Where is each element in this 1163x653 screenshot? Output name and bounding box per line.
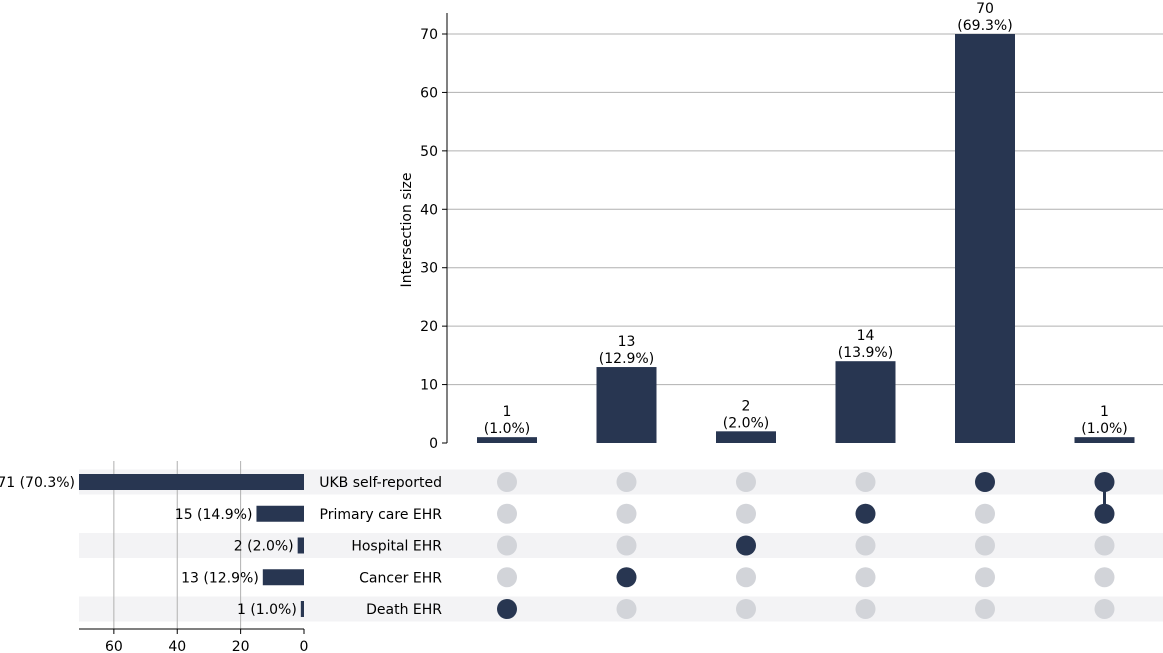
- matrix-dot-inactive: [736, 599, 756, 619]
- bar-percent-label: (69.3%): [957, 18, 1012, 34]
- bar-percent-label: (1.0%): [1081, 421, 1128, 437]
- y-tick-label: 60: [420, 85, 438, 101]
- bar-count-label: 1: [1100, 404, 1109, 420]
- bar-count-label: 2: [742, 398, 751, 414]
- y-tick-label: 50: [420, 144, 438, 160]
- set-size-label: 1 (1.0%): [237, 602, 297, 618]
- intersection-bars: [477, 34, 1135, 443]
- matrix-dot-inactive: [616, 472, 637, 492]
- y-axis: 0 10 20 30 40 50 60 70: [420, 13, 448, 452]
- matrix-dot-active: [497, 599, 517, 619]
- matrix-dot-inactive: [1094, 599, 1115, 619]
- matrix-dot-inactive: [616, 535, 637, 556]
- matrix-dot-inactive: [975, 567, 995, 588]
- set-name-label: Hospital EHR: [351, 539, 442, 555]
- matrix-dot-inactive: [616, 503, 637, 524]
- matrix-dot-active: [1094, 472, 1115, 492]
- matrix-dot-active: [736, 535, 756, 556]
- matrix-dot-inactive: [616, 599, 637, 619]
- set-size-label: 2 (2.0%): [234, 539, 294, 555]
- set-size-bar: [297, 537, 304, 554]
- intersection-bar: [955, 34, 1015, 443]
- bar-percent-label: (2.0%): [723, 415, 770, 431]
- matrix-dot-inactive: [975, 503, 995, 524]
- bar-count-label: 1: [503, 404, 512, 420]
- intersection-bar: [1074, 437, 1135, 443]
- matrix-dot-inactive: [736, 567, 756, 588]
- matrix-dot-inactive: [497, 503, 517, 524]
- set-names: UKB self-reported Primary care EHR Hospita…: [319, 475, 442, 618]
- set-name-label: Death EHR: [366, 602, 442, 618]
- intersection-bar-labels: 1(1.0%)13(12.9%)2(2.0%)14(13.9%)70(69.3%…: [484, 1, 1128, 437]
- y-axis-label: Intersection size: [399, 173, 415, 288]
- matrix-dot-inactive: [975, 535, 995, 556]
- matrix-dot-inactive: [497, 567, 517, 588]
- bar-count-label: 70: [976, 1, 994, 17]
- set-size-bar: [262, 569, 304, 586]
- set-size-bar: [256, 505, 304, 522]
- matrix-dot-inactive: [855, 472, 876, 492]
- set-name-label: Cancer EHR: [359, 570, 442, 586]
- bar-percent-label: (1.0%): [484, 421, 531, 437]
- bar-count-label: 13: [618, 334, 636, 350]
- matrix-dot-inactive: [855, 535, 876, 556]
- intersection-matrix: [497, 472, 1115, 619]
- matrix-dot-inactive: [1094, 535, 1115, 556]
- set-name-label: Primary care EHR: [320, 507, 443, 523]
- intersection-bar: [716, 431, 776, 443]
- set-name-label: UKB self-reported: [319, 475, 442, 491]
- y-tick-label: 40: [420, 202, 438, 218]
- intersection-grid: [447, 33, 1163, 386]
- intersection-bar: [477, 437, 537, 443]
- intersection-bar: [835, 361, 896, 443]
- intersection-bar: [596, 367, 657, 443]
- set-size-tick-label: 60: [105, 639, 123, 653]
- bar-percent-label: (13.9%): [838, 345, 893, 361]
- set-size-label: 15 (14.9%): [175, 507, 253, 523]
- matrix-dot-inactive: [497, 472, 517, 492]
- matrix-dot-active: [975, 472, 995, 492]
- matrix-dot-inactive: [975, 599, 995, 619]
- matrix-dot-active: [1094, 503, 1115, 524]
- matrix-dot-active: [616, 567, 637, 588]
- set-size-axis: 60 40 20 0: [79, 628, 309, 653]
- matrix-dot-inactive: [1094, 567, 1115, 588]
- bar-percent-label: (12.9%): [599, 351, 654, 367]
- y-tick-label: 10: [420, 378, 438, 394]
- matrix-dot-inactive: [736, 503, 756, 524]
- matrix-dot-inactive: [497, 535, 517, 556]
- set-size-tick-label: 40: [168, 639, 186, 653]
- matrix-dot-inactive: [736, 472, 756, 492]
- y-tick-label: 30: [420, 261, 438, 277]
- set-size-tick-label: 20: [232, 639, 250, 653]
- set-size-bars: 71 (70.3%) 15 (14.9%) 2 (2.0%) 13 (12.9%) 1 …: [0, 474, 304, 618]
- set-size-label: 71 (70.3%): [0, 475, 75, 491]
- matrix-dot-inactive: [855, 567, 876, 588]
- y-tick-label: 0: [429, 436, 438, 452]
- bar-count-label: 14: [857, 328, 875, 344]
- set-size-label: 13 (12.9%): [181, 570, 259, 586]
- set-size-bar: [300, 601, 304, 617]
- set-size-bar: [79, 474, 304, 490]
- matrix-dot-active: [855, 503, 876, 524]
- y-tick-label: 20: [420, 319, 438, 335]
- y-tick-label: 70: [420, 27, 438, 43]
- set-size-tick-label: 0: [300, 639, 309, 653]
- matrix-dot-inactive: [855, 599, 876, 619]
